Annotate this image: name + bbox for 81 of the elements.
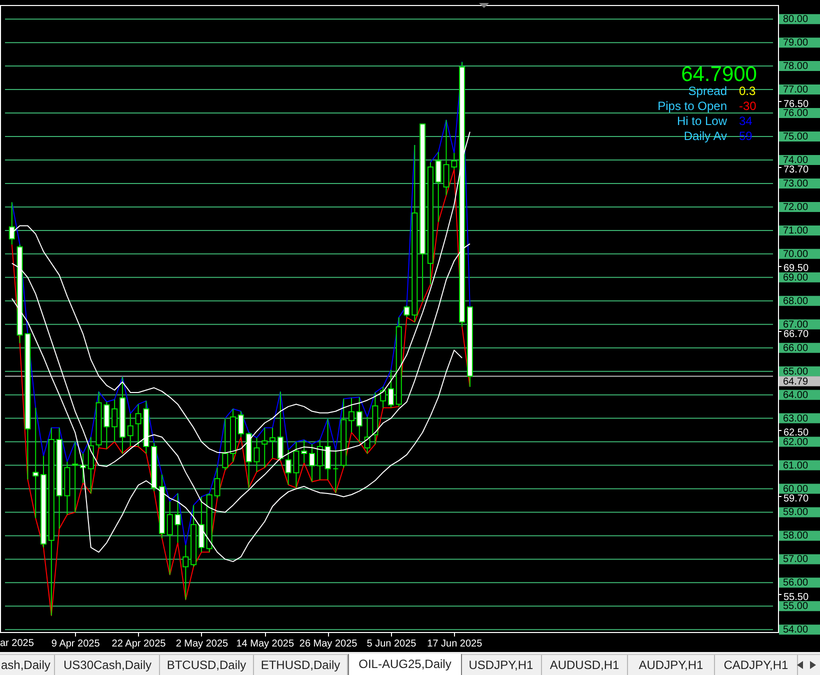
ref-line-label: 78.00	[783, 61, 808, 72]
x-tick-label: 2 May 2025	[176, 638, 229, 650]
candlestick	[380, 386, 386, 408]
ref-line-label: 57.00	[783, 554, 808, 566]
text: AUDJPY,H1	[628, 655, 715, 675]
candlestick	[112, 399, 118, 442]
text: AUDUSD,H1	[542, 655, 628, 675]
text: Hi to Low	[676, 114, 727, 128]
ref-line-label: 64.00	[783, 390, 808, 401]
text: USDJPY,H1	[461, 655, 542, 675]
candlestick	[332, 449, 339, 494]
x-tick-label: 9 Apr 2025	[51, 638, 100, 650]
ref-line-label: 69.00	[783, 272, 808, 284]
ref-line-label: 55.00	[783, 601, 808, 612]
ref-line-label: 76.00	[783, 108, 808, 120]
text: BTCUSD,Daily	[160, 655, 254, 675]
candlestick	[270, 427, 276, 459]
ref-line-label: 64.79	[783, 376, 808, 388]
y-tick-label: 66.70	[784, 328, 809, 340]
candlestick	[356, 396, 362, 442]
x-tick-label: 17 Jun 2025	[427, 638, 483, 650]
ref-line-label: 67.00	[783, 319, 808, 330]
line-series	[11, 168, 470, 616]
y-tick-label: 76.50	[784, 98, 809, 110]
ref-line-label: 74.00	[783, 154, 808, 166]
candlestick	[127, 413, 134, 447]
ref-line-label: 75.00	[783, 132, 808, 143]
candlestick	[324, 418, 331, 480]
ref-line-label: 63.00	[783, 413, 808, 424]
text: OIL-AUG25,Daily	[348, 654, 462, 675]
candlestick	[348, 397, 354, 433]
ref-line-label: 60.00	[783, 484, 808, 495]
ref-line-label: 79.00	[783, 38, 808, 49]
y-tick-label: 62.50	[784, 428, 809, 439]
ref-line-label: 65.00	[783, 366, 808, 378]
y-tick-label: 69.50	[784, 263, 809, 274]
text: CADJPY,H1	[715, 655, 798, 675]
candlestick	[174, 492, 181, 544]
y-tick-label: 55.50	[784, 592, 809, 603]
text: ar 2025	[0, 638, 34, 650]
ref-line-label: 70.00	[783, 248, 808, 260]
ref-line-label: 72.00	[783, 202, 808, 213]
candlestick	[364, 416, 370, 454]
ref-line-label: 80.00	[783, 14, 808, 26]
ref-line-label: 59.00	[783, 507, 808, 518]
candlestick	[309, 444, 316, 482]
candlestick	[88, 436, 94, 494]
ref-line-label: 68.00	[783, 296, 808, 307]
text: ash,Daily	[0, 655, 55, 675]
x-tick-label: 5 Jun 2025	[366, 638, 417, 650]
candlestick	[388, 369, 394, 408]
ref-line-label: 56.00	[783, 578, 808, 589]
x-tick-label: 26 May 2025	[299, 638, 358, 650]
candlestick	[72, 441, 78, 513]
ref-line-label: 58.00	[783, 530, 808, 542]
candlestick	[262, 427, 268, 468]
candlestick	[316, 439, 323, 480]
text: Pips to Open	[658, 99, 727, 113]
x-tick-label: 22 Apr 2025	[112, 638, 166, 650]
candlestick	[435, 152, 442, 222]
text: -30	[739, 99, 756, 113]
text: ETHUSD,Daily	[254, 655, 348, 675]
ref-line-label: 61.00	[783, 460, 808, 472]
x-tick-label: 14 May 2025	[236, 638, 294, 650]
ref-line-label: 62.00	[783, 436, 808, 448]
ref-line-label: 73.00	[783, 178, 808, 190]
ref-line-label: 71.00	[783, 225, 808, 236]
candlestick	[182, 544, 189, 600]
ref-line-label: 66.00	[783, 342, 808, 354]
text: US30Cash,Daily	[56, 655, 160, 675]
text: 34	[739, 114, 752, 128]
y-tick-label: 73.70	[784, 164, 809, 176]
y-tick-label: 59.70	[784, 493, 809, 504]
ref-line-label: 77.00	[783, 84, 808, 96]
ref-line-label: 54.00	[783, 624, 808, 636]
text: 64.7900	[681, 63, 757, 86]
candlestick	[301, 439, 308, 464]
candlestick	[32, 407, 39, 519]
candlestick	[238, 410, 244, 438]
candlestick	[222, 418, 228, 470]
candlestick	[166, 500, 173, 576]
